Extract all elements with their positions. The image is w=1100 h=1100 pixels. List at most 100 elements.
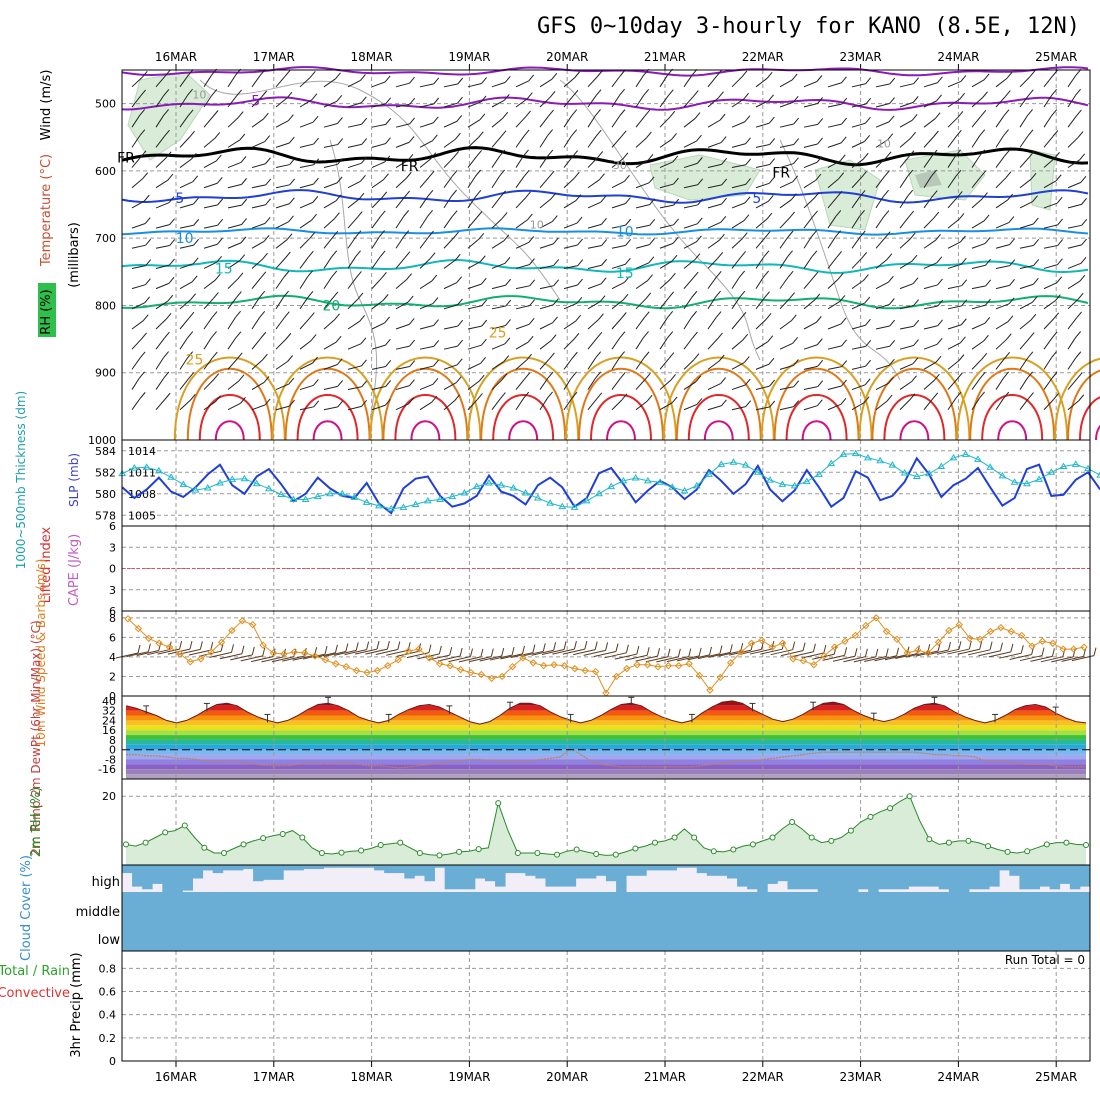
- wind-barb-flag: [235, 331, 242, 338]
- wind-barb-10m-flag: [345, 643, 349, 652]
- wind-barb-10m: [832, 655, 856, 662]
- wind-speed-point: [560, 662, 569, 670]
- wind-barb: [251, 317, 261, 330]
- wind-barb-flag: [764, 231, 771, 238]
- contour-30: [480, 367, 567, 441]
- wind-barb: [563, 265, 578, 269]
- slp-point: [778, 480, 787, 487]
- wind-barb: [899, 325, 914, 330]
- wind-barb: [203, 224, 218, 229]
- run-total-label: Run Total = 0: [1005, 953, 1085, 967]
- cloud-high-bar: [343, 865, 355, 868]
- wind-barb-flag: [647, 274, 653, 281]
- slp-point: [521, 489, 530, 496]
- wind-barb-flag: [311, 93, 318, 101]
- wind-barb-10m: [677, 655, 700, 662]
- slp-point: [240, 474, 249, 482]
- wind-barb: [275, 317, 285, 330]
- slp-point: [497, 481, 506, 488]
- wind-barb-flag: [379, 250, 386, 258]
- wind-speed-point: [529, 659, 537, 667]
- slp-point: [411, 500, 420, 507]
- wind-barb: [995, 222, 1010, 229]
- wind-barb-flag: [1057, 239, 1064, 246]
- wind-barb-flag: [718, 354, 725, 362]
- wind-barb: [587, 179, 600, 189]
- wind-barb: [371, 81, 386, 88]
- wind-barb-flag: [453, 151, 460, 158]
- wind-barb: [851, 216, 860, 229]
- wind-barb-flag: [503, 234, 510, 242]
- wind-barb-flag: [600, 195, 607, 203]
- wind-barb: [131, 284, 146, 290]
- wind-barb: [443, 83, 458, 88]
- date-label-top: 24MAR: [937, 50, 979, 64]
- contour-25: [956, 356, 1069, 441]
- cloud-high-bar: [303, 865, 314, 870]
- wind-barb-10m: [957, 648, 980, 655]
- wind-barb: [971, 377, 981, 390]
- wind-barb: [827, 345, 842, 350]
- wind-barb: [707, 338, 718, 350]
- wind-barb-flag: [216, 256, 222, 263]
- wind-barb: [203, 317, 213, 330]
- axis-label-temperature: Temperature (°C): [39, 154, 54, 267]
- wind-barb-flag: [262, 252, 268, 260]
- wind-barb-flag: [169, 218, 175, 225]
- wind-barb-flag: [193, 218, 200, 226]
- cloud-high-bar: [434, 865, 446, 868]
- slp-point: [619, 476, 628, 484]
- cloud-high-bar: [1069, 865, 1081, 890]
- wind-barb: [131, 265, 146, 269]
- wind-barb: [323, 200, 337, 209]
- wind-barb-flag: [288, 215, 294, 223]
- cloud-high-bar: [858, 865, 869, 890]
- wind-barb-flag: [859, 209, 865, 217]
- wind-barb-flag: [193, 238, 200, 246]
- cloud-high-bar: [938, 865, 950, 890]
- wind-barb-flag: [888, 298, 895, 305]
- wind-barb-10m: [708, 651, 731, 658]
- wind-barb-flag: [1076, 311, 1082, 319]
- wind-barb: [251, 75, 261, 88]
- wind-barb-flag: [311, 213, 317, 221]
- wind-barb: [731, 296, 741, 310]
- wind-barb-10m: [936, 648, 960, 655]
- wind-barb-flag: [816, 75, 823, 82]
- wind-barb: [395, 123, 410, 128]
- wind-barb-flag: [480, 356, 487, 364]
- wind-barb-flag: [1079, 274, 1086, 282]
- wind-barb-flag: [409, 339, 416, 347]
- wind-barb-flag: [1003, 129, 1009, 136]
- wind-barb-flag: [139, 129, 146, 137]
- wind-speed-point: [145, 634, 153, 643]
- wind-barb-10m: [448, 656, 471, 663]
- wind-barb: [779, 79, 793, 88]
- wind-barb-flag: [577, 259, 584, 266]
- wind-speed-point: [228, 626, 236, 635]
- wind-speed-point: [706, 686, 714, 694]
- wind-barb-10m: [1051, 656, 1074, 663]
- wind-barb: [587, 201, 601, 209]
- wind-barb: [803, 81, 818, 88]
- wind-barb: [899, 283, 914, 290]
- wind-barb: [179, 317, 190, 330]
- wind-barb: [731, 220, 745, 229]
- wind-barb: [299, 237, 311, 249]
- wind-barb: [755, 276, 765, 289]
- wind-barb: [275, 184, 290, 189]
- wind-barb-flag: [667, 89, 674, 97]
- wind-barb: [875, 176, 885, 189]
- rh-point: [534, 849, 541, 856]
- wind-barb-flag: [745, 158, 752, 166]
- wind-barb: [395, 279, 407, 290]
- wind-barb-flag: [839, 154, 846, 162]
- wind-barb-10m: [853, 656, 876, 663]
- wind-barb-10m-flag: [563, 641, 567, 650]
- slp-point: [986, 463, 995, 470]
- wind-barb-flag: [598, 313, 604, 321]
- slp-point: [375, 501, 383, 509]
- wind-barb-10m-flag: [896, 647, 900, 656]
- wind-barb: [1043, 115, 1053, 128]
- wind-barb-flag: [864, 135, 871, 142]
